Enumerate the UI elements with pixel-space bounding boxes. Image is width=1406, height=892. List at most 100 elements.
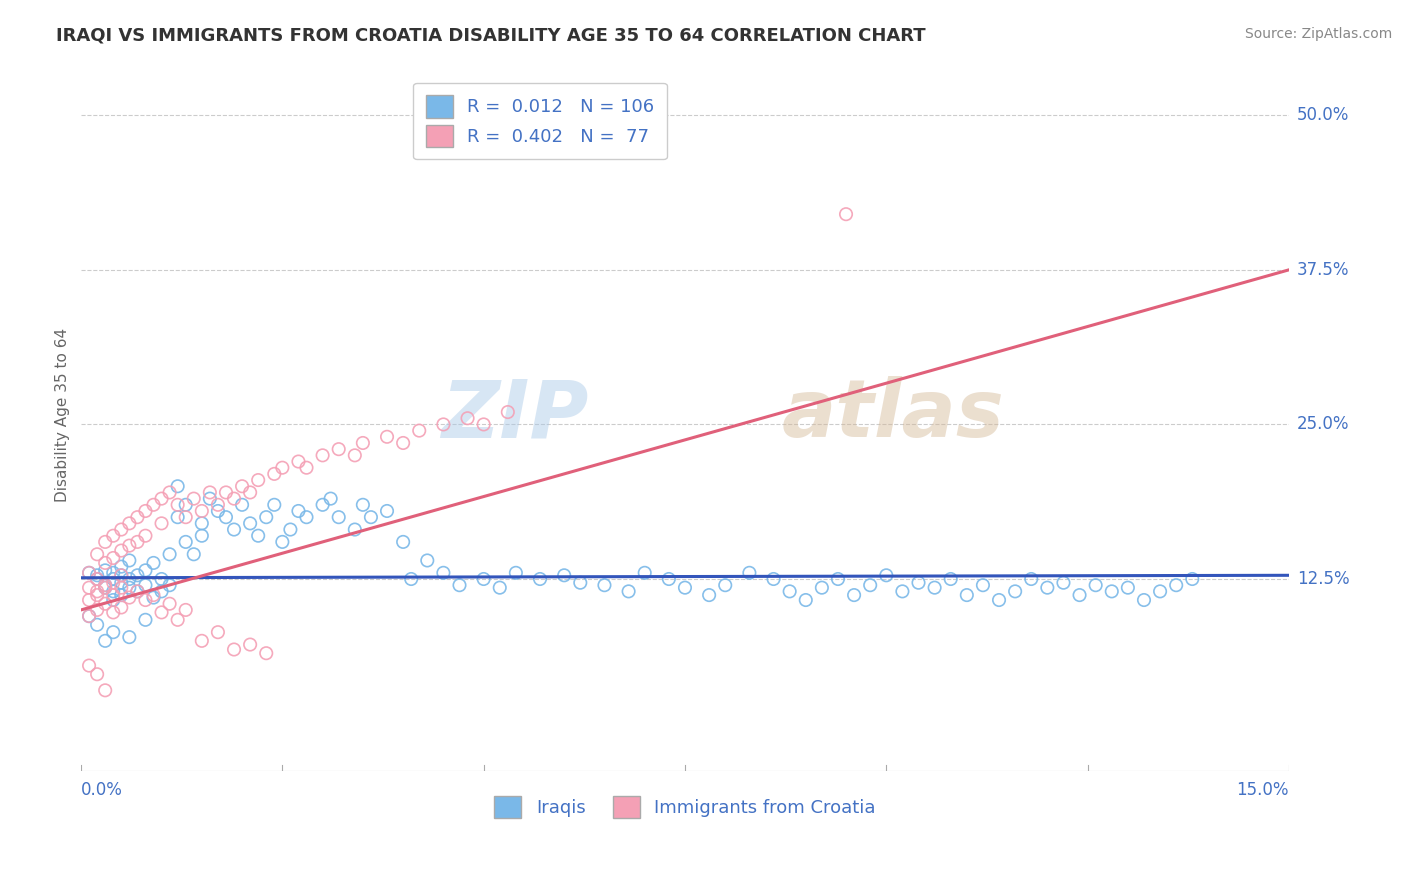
Point	[134, 504, 156, 518]
Point	[1116, 581, 1139, 595]
Point	[239, 516, 262, 531]
Point	[762, 572, 785, 586]
Point	[94, 581, 117, 595]
Point	[634, 566, 657, 580]
Point	[118, 553, 141, 567]
Point	[174, 498, 197, 512]
Point	[127, 568, 149, 582]
Point	[811, 581, 834, 595]
Point	[972, 578, 994, 592]
Point	[472, 417, 495, 432]
Point	[827, 572, 849, 586]
Point	[375, 430, 398, 444]
Point	[1101, 584, 1123, 599]
Point	[263, 467, 285, 481]
Point	[118, 591, 141, 605]
Point	[207, 504, 229, 518]
Point	[94, 556, 117, 570]
Point	[86, 584, 108, 599]
Point	[939, 572, 962, 586]
Point	[110, 559, 132, 574]
Point	[77, 566, 100, 580]
Point	[174, 535, 197, 549]
Point	[118, 572, 141, 586]
Point	[86, 667, 108, 681]
Point	[207, 625, 229, 640]
Point	[134, 593, 156, 607]
Point	[77, 658, 100, 673]
Point	[94, 683, 117, 698]
Point	[110, 588, 132, 602]
Point	[924, 581, 946, 595]
Point	[110, 575, 132, 590]
Text: atlas: atlas	[782, 376, 1004, 454]
Point	[875, 568, 897, 582]
Point	[86, 588, 108, 602]
Point	[142, 498, 165, 512]
Point	[553, 568, 575, 582]
Point	[142, 556, 165, 570]
Point	[222, 642, 245, 657]
Text: 0.0%: 0.0%	[82, 780, 122, 798]
Point	[714, 578, 737, 592]
Point	[77, 609, 100, 624]
Point	[295, 460, 318, 475]
Point	[988, 593, 1011, 607]
Point	[191, 633, 214, 648]
Point	[183, 547, 205, 561]
Point	[457, 411, 479, 425]
Point	[472, 572, 495, 586]
Point	[295, 510, 318, 524]
Point	[207, 498, 229, 512]
Point	[103, 584, 125, 599]
Point	[150, 606, 173, 620]
Point	[231, 498, 253, 512]
Point	[907, 575, 929, 590]
Point	[191, 529, 214, 543]
Point	[127, 535, 149, 549]
Point	[127, 584, 149, 599]
Point	[231, 479, 253, 493]
Text: ZIP: ZIP	[441, 376, 588, 454]
Point	[319, 491, 342, 506]
Point	[287, 454, 309, 468]
Point	[86, 603, 108, 617]
Point	[94, 633, 117, 648]
Point	[271, 460, 294, 475]
Text: 50.0%: 50.0%	[1296, 106, 1350, 124]
Point	[103, 551, 125, 566]
Point	[239, 485, 262, 500]
Point	[118, 539, 141, 553]
Point	[697, 588, 720, 602]
Point	[311, 498, 333, 512]
Point	[1019, 572, 1042, 586]
Point	[86, 547, 108, 561]
Point	[103, 575, 125, 590]
Point	[86, 572, 108, 586]
Point	[150, 584, 173, 599]
Point	[254, 510, 277, 524]
Point	[159, 578, 181, 592]
Text: 12.5%: 12.5%	[1296, 570, 1350, 588]
Point	[1052, 575, 1074, 590]
Point	[183, 491, 205, 506]
Point	[118, 516, 141, 531]
Point	[191, 516, 214, 531]
Point	[134, 613, 156, 627]
Point	[110, 543, 132, 558]
Point	[86, 572, 108, 586]
Point	[103, 588, 125, 602]
Point	[352, 436, 374, 450]
Point	[891, 584, 914, 599]
Point	[375, 504, 398, 518]
Text: Source: ZipAtlas.com: Source: ZipAtlas.com	[1244, 27, 1392, 41]
Point	[449, 578, 471, 592]
Point	[488, 581, 510, 595]
Point	[392, 436, 415, 450]
Text: IRAQI VS IMMIGRANTS FROM CROATIA DISABILITY AGE 35 TO 64 CORRELATION CHART: IRAQI VS IMMIGRANTS FROM CROATIA DISABIL…	[56, 27, 927, 45]
Point	[569, 575, 592, 590]
Point	[86, 617, 108, 632]
Point	[103, 566, 125, 580]
Point	[103, 572, 125, 586]
Point	[673, 581, 696, 595]
